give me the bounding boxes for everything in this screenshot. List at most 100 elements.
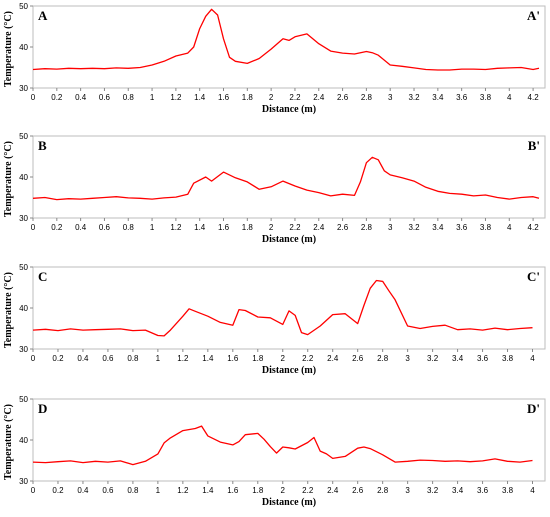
x-tick-label: 3.4	[432, 223, 444, 232]
x-tick-label: 2.2	[289, 223, 301, 232]
section-start-label: D	[38, 401, 47, 416]
y-axis-title: Temperature (°C)	[3, 404, 14, 480]
x-tick-label: 0.2	[52, 354, 64, 363]
x-tick-label: 1.6	[218, 223, 230, 232]
x-tick-label: 1.2	[177, 354, 189, 363]
x-tick-label: 3	[405, 354, 410, 363]
x-tick-label: 3.4	[452, 354, 464, 363]
y-tick-label: 40	[19, 436, 28, 445]
y-tick-label: 50	[19, 2, 28, 11]
x-tick-label: 4	[530, 486, 535, 495]
x-tick-label: 3.2	[427, 486, 439, 495]
x-tick-label: 1.6	[227, 486, 239, 495]
y-tick-label: 40	[19, 173, 28, 182]
x-tick-label: 3.6	[477, 354, 489, 363]
x-tick-label: 4	[530, 354, 535, 363]
x-tick-label: 2.6	[337, 93, 349, 102]
x-tick-label: 0.6	[99, 93, 111, 102]
x-tick-label: 1	[150, 223, 155, 232]
x-tick-label: 0.4	[75, 93, 87, 102]
x-tick-label: 1	[156, 486, 161, 495]
section-end-label: B'	[528, 138, 540, 153]
x-axis-title: Distance (m)	[262, 104, 316, 115]
x-tick-label: 2	[281, 354, 286, 363]
x-tick-label: 2.8	[361, 223, 373, 232]
x-tick-label: 2.2	[302, 486, 314, 495]
x-tick-label: 0.8	[127, 486, 139, 495]
x-tick-label: 3.4	[452, 486, 464, 495]
x-tick-label: 3	[388, 93, 393, 102]
y-tick-label: 30	[19, 214, 28, 223]
x-tick-label: 0.8	[123, 93, 135, 102]
x-tick-label: 0.8	[127, 354, 139, 363]
plot-area	[32, 5, 546, 89]
x-tick-label: 3.2	[408, 223, 420, 232]
y-tick-label: 40	[19, 304, 28, 313]
x-axis-title: Distance (m)	[262, 234, 316, 245]
x-axis-title: Distance (m)	[262, 365, 316, 376]
section-end-label: A'	[527, 8, 540, 23]
y-axis-title: Temperature (°C)	[3, 272, 14, 348]
x-tick-label: 1.4	[194, 93, 206, 102]
x-axis-title: Distance (m)	[262, 497, 316, 508]
chart-panel-b: 30 40 50 0 0.2 0.4 0.6 0.8 1 1.2 1.4 1.6 1.8 2 2.2 2.4 2…	[3, 132, 546, 245]
x-tick-label: 2.2	[289, 93, 301, 102]
x-tick-label: 3.2	[427, 354, 439, 363]
x-tick-label: 1.4	[202, 354, 214, 363]
x-tick-label: 0.2	[52, 486, 64, 495]
x-tick-label: 4.2	[528, 93, 540, 102]
x-tick-label: 1.4	[194, 223, 206, 232]
x-tick-label: 3.6	[456, 223, 468, 232]
x-tick-label: 1.8	[252, 354, 264, 363]
x-tick-label: 0.6	[99, 223, 111, 232]
x-tick-label: 0.8	[123, 223, 135, 232]
temperature-series-line	[32, 8, 540, 71]
y-tick-label: 50	[19, 132, 28, 141]
x-tick-label: 3.2	[408, 93, 420, 102]
y-tick-label: 40	[19, 43, 28, 52]
x-tick-label: 2.8	[377, 486, 389, 495]
chart-panel-a: 30 40 50 0 0.2 0.4 0.6 0.8 1 1.2 1.4 1.6 1.8 2 2.2 2.4 2…	[3, 2, 546, 115]
x-tick-label: 2	[269, 223, 274, 232]
x-tick-label: 2.4	[327, 354, 339, 363]
x-tick-label: 0	[31, 354, 36, 363]
chart-panel-c: 30 40 50 0 0.2 0.4 0.6 0.8 1 1.2 1.4 1.6 1.8 2 2.2 2.4 2…	[3, 263, 546, 376]
section-end-label: C'	[527, 269, 540, 284]
section-start-label: A	[38, 8, 48, 23]
y-axis-title: Temperature (°C)	[3, 11, 14, 87]
x-tick-label: 2.6	[337, 223, 349, 232]
x-tick-label: 2	[269, 93, 274, 102]
x-tick-label: 1.4	[202, 486, 214, 495]
x-tick-label: 1.2	[170, 93, 182, 102]
x-tick-label: 0	[31, 486, 36, 495]
x-tick-label: 0.6	[102, 486, 114, 495]
x-tick-label: 3.8	[502, 354, 514, 363]
section-start-label: B	[38, 138, 47, 153]
x-tick-label: 1.8	[252, 486, 264, 495]
x-tick-label: 1.2	[177, 486, 189, 495]
x-tick-label: 2.6	[352, 354, 364, 363]
x-tick-label: 3.4	[432, 93, 444, 102]
x-tick-label: 0	[31, 93, 36, 102]
x-tick-label: 3.6	[456, 93, 468, 102]
x-tick-label: 1.2	[170, 223, 182, 232]
x-tick-label: 4	[507, 93, 512, 102]
y-tick-label: 50	[19, 263, 28, 272]
x-tick-label: 1	[156, 354, 161, 363]
x-tick-label: 0.4	[77, 354, 89, 363]
y-tick-label: 30	[19, 84, 28, 93]
section-start-label: C	[38, 269, 47, 284]
x-tick-label: 2.6	[352, 486, 364, 495]
x-tick-label: 3	[405, 486, 410, 495]
x-tick-label: 0.6	[102, 354, 114, 363]
x-tick-label: 2.4	[313, 223, 325, 232]
temperature-series-line	[32, 279, 533, 337]
x-tick-label: 1.8	[242, 93, 254, 102]
x-tick-label: 2.8	[377, 354, 389, 363]
x-tick-label: 0	[31, 223, 36, 232]
plot-area	[32, 398, 546, 482]
y-tick-label: 30	[19, 345, 28, 354]
temperature-series-line	[32, 156, 540, 201]
y-tick-label: 50	[19, 395, 28, 404]
